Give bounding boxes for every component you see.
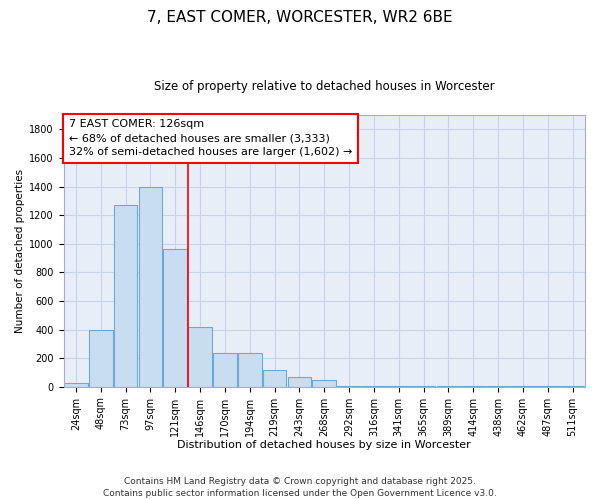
X-axis label: Distribution of detached houses by size in Worcester: Distribution of detached houses by size …	[178, 440, 471, 450]
Y-axis label: Number of detached properties: Number of detached properties	[15, 169, 25, 333]
Bar	[263, 370, 286, 386]
Bar	[64, 383, 88, 386]
Bar	[188, 326, 212, 386]
Bar	[139, 186, 162, 386]
Bar	[313, 380, 336, 386]
Text: 7 EAST COMER: 126sqm
← 68% of detached houses are smaller (3,333)
32% of semi-de: 7 EAST COMER: 126sqm ← 68% of detached h…	[69, 119, 352, 157]
Bar	[114, 205, 137, 386]
Bar	[89, 330, 113, 386]
Bar	[287, 376, 311, 386]
Bar	[238, 353, 262, 386]
Title: Size of property relative to detached houses in Worcester: Size of property relative to detached ho…	[154, 80, 494, 93]
Text: Contains HM Land Registry data © Crown copyright and database right 2025.
Contai: Contains HM Land Registry data © Crown c…	[103, 476, 497, 498]
Text: 7, EAST COMER, WORCESTER, WR2 6BE: 7, EAST COMER, WORCESTER, WR2 6BE	[147, 10, 453, 25]
Bar	[163, 250, 187, 386]
Bar	[213, 353, 237, 386]
